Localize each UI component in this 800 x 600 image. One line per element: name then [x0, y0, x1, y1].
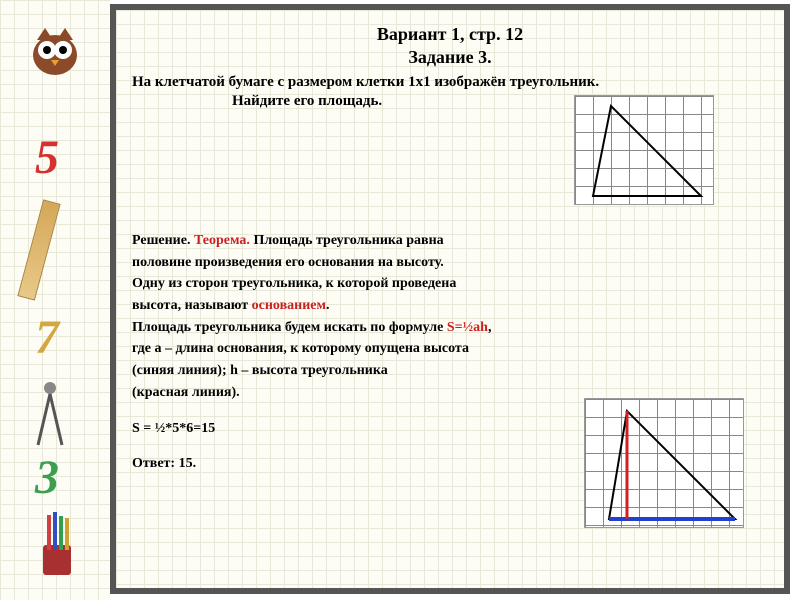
- formula-pre: Площадь треугольника будем искать по фор…: [132, 320, 447, 335]
- line-a: где a – длина основания, к которому опущ…: [132, 338, 768, 360]
- pencil-cup-icon: [25, 510, 85, 580]
- base-text-2-pre: высота, называют: [132, 298, 252, 313]
- base-red: основанием: [252, 298, 326, 313]
- formula-red: S=½ah: [447, 320, 488, 335]
- main-content: Вариант 1, стр. 12 Задание 3. На клетчат…: [110, 4, 790, 594]
- figure-1: [574, 95, 714, 205]
- theorem-text-2: половине произведения его основания на в…: [132, 252, 768, 274]
- base-text-1: Одну из сторон треугольника, к которой п…: [132, 273, 768, 295]
- title-line-2: Задание 3.: [132, 47, 768, 68]
- theorem-label: Теорема.: [194, 233, 250, 248]
- sidebar: 5 7 3: [0, 0, 110, 600]
- ruler-icon: [17, 199, 60, 300]
- solution-prefix: Решение.: [132, 233, 194, 248]
- line-blue: (синяя линия); h – высота треугольника: [132, 360, 768, 382]
- digit-3: 3: [35, 450, 59, 505]
- digit-7: 7: [35, 310, 59, 365]
- base-text-2-post: .: [326, 298, 330, 313]
- theorem-text-1: Площадь треугольника равна: [250, 233, 444, 248]
- owl-icon: [25, 20, 85, 80]
- formula-post: ,: [488, 320, 492, 335]
- figure-2: [584, 398, 744, 528]
- problem-text-1: На клетчатой бумаге с размером клетки 1x…: [132, 74, 768, 91]
- compass-icon: [30, 380, 70, 450]
- digit-5: 5: [35, 130, 59, 185]
- title-line-1: Вариант 1, стр. 12: [132, 24, 768, 45]
